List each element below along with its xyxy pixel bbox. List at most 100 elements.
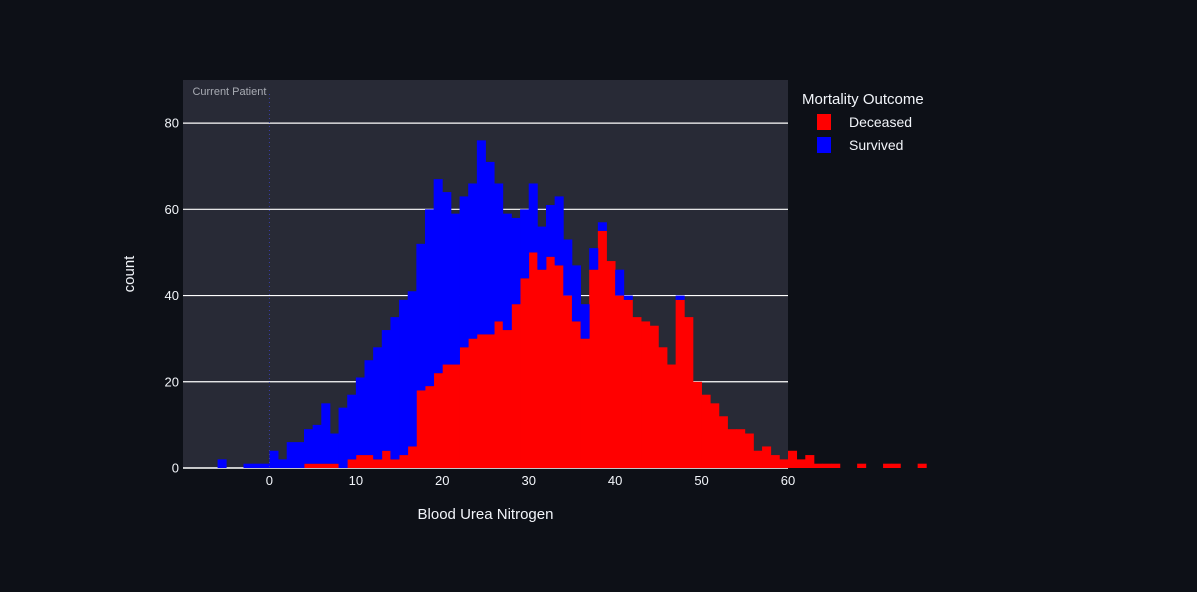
bar-survived-12[interactable] (373, 347, 383, 460)
bar-deceased-48[interactable] (684, 317, 694, 468)
bar-survived-11[interactable] (364, 360, 374, 456)
bar-deceased-46[interactable] (667, 364, 677, 468)
bar-deceased-18[interactable] (425, 386, 435, 468)
bar-deceased-47[interactable] (675, 299, 685, 468)
bar-survived-25[interactable] (485, 161, 495, 335)
bar-survived-8[interactable] (338, 407, 348, 468)
bar-survived-3[interactable] (295, 442, 305, 468)
bar-deceased-61[interactable] (796, 459, 806, 468)
bar-deceased-33[interactable] (554, 265, 564, 468)
bar-deceased-65[interactable] (831, 463, 841, 468)
bar-deceased-5[interactable] (312, 463, 322, 468)
bar-survived-2[interactable] (286, 442, 296, 468)
bar-survived-15[interactable] (399, 299, 409, 456)
bar-survived-31[interactable] (537, 226, 547, 270)
bar-deceased-57[interactable] (762, 446, 772, 468)
bar-survived-21[interactable] (450, 213, 460, 365)
bar-deceased-35[interactable] (571, 321, 581, 468)
bar-deceased-64[interactable] (822, 463, 832, 468)
bar-survived-26[interactable] (494, 183, 504, 322)
bar-deceased-7[interactable] (329, 463, 339, 468)
bar-deceased-32[interactable] (546, 256, 556, 468)
bar-deceased-28[interactable] (511, 304, 521, 468)
bar-survived-30[interactable] (528, 183, 538, 253)
bar-survived-32[interactable] (546, 205, 556, 257)
bar-survived-0[interactable] (269, 450, 279, 468)
bar-survived-13[interactable] (381, 330, 391, 451)
bar-deceased-40[interactable] (615, 295, 625, 468)
bar-survived-17[interactable] (416, 243, 426, 391)
legend[interactable]: Mortality Outcome Deceased Survived (802, 91, 924, 153)
bar-deceased-12[interactable] (373, 459, 383, 468)
bar-deceased-9[interactable] (347, 459, 357, 468)
bar-deceased-34[interactable] (563, 295, 573, 468)
bar-survived-5[interactable] (312, 424, 322, 464)
bar-survived--6[interactable] (217, 459, 227, 468)
bar-deceased-13[interactable] (381, 450, 391, 468)
bar-deceased-4[interactable] (304, 463, 314, 468)
bar-deceased-16[interactable] (407, 446, 417, 468)
bar-deceased-68[interactable] (857, 463, 867, 468)
bar-deceased-39[interactable] (606, 261, 616, 468)
bar-deceased-26[interactable] (494, 321, 504, 468)
bar-deceased-63[interactable] (813, 463, 823, 468)
bar-survived-29[interactable] (520, 209, 530, 279)
bar-survived-36[interactable] (580, 304, 590, 339)
bar-deceased-75[interactable] (917, 463, 927, 468)
legend-item-survived[interactable]: Survived (817, 137, 903, 153)
bar-deceased-59[interactable] (779, 459, 789, 468)
bar-deceased-19[interactable] (433, 373, 443, 468)
legend-items[interactable]: Deceased Survived (817, 114, 912, 153)
bar-deceased-30[interactable] (528, 252, 538, 468)
bar-deceased-10[interactable] (355, 455, 365, 468)
bar-survived-24[interactable] (476, 140, 486, 335)
bar-deceased-62[interactable] (805, 455, 815, 468)
bar-deceased-41[interactable] (623, 299, 633, 468)
bar-deceased-44[interactable] (649, 325, 659, 468)
bar-survived-33[interactable] (554, 196, 564, 266)
bar-deceased-58[interactable] (770, 455, 780, 468)
bar-survived--3[interactable] (243, 463, 253, 468)
bar-deceased-23[interactable] (468, 338, 478, 468)
bar-survived-16[interactable] (407, 291, 417, 447)
bar-survived-22[interactable] (459, 196, 469, 348)
bar-deceased-50[interactable] (701, 394, 711, 468)
bar-survived--1[interactable] (260, 463, 270, 468)
bar-survived-14[interactable] (390, 317, 400, 460)
bar-survived-9[interactable] (347, 394, 357, 460)
bar-survived-18[interactable] (425, 209, 435, 387)
bar-survived-1[interactable] (278, 459, 288, 468)
legend-item-deceased[interactable]: Deceased (817, 114, 912, 130)
bar-survived-10[interactable] (355, 377, 365, 456)
bar-deceased-53[interactable] (727, 429, 737, 468)
bar-survived-38[interactable] (597, 222, 607, 231)
bar-deceased-37[interactable] (589, 269, 599, 468)
bar-deceased-17[interactable] (416, 390, 426, 468)
bar-deceased-56[interactable] (753, 450, 763, 468)
bar-deceased-49[interactable] (692, 381, 702, 468)
bar-deceased-21[interactable] (450, 364, 460, 468)
bar-survived-41[interactable] (623, 295, 633, 300)
bar-survived-27[interactable] (502, 213, 512, 331)
bar-deceased-20[interactable] (442, 364, 452, 468)
bar-deceased-31[interactable] (537, 269, 547, 468)
bar-survived-40[interactable] (615, 269, 625, 296)
bar-deceased-27[interactable] (502, 330, 512, 468)
bar-survived-37[interactable] (589, 248, 599, 270)
bar-deceased-60[interactable] (788, 450, 798, 468)
bar-deceased-14[interactable] (390, 459, 400, 468)
bar-deceased-15[interactable] (399, 455, 409, 468)
bar-survived-28[interactable] (511, 217, 521, 305)
bar-deceased-25[interactable] (485, 334, 495, 468)
bar-deceased-38[interactable] (597, 230, 607, 468)
bar-survived-23[interactable] (468, 183, 478, 339)
bar-deceased-24[interactable] (476, 334, 486, 468)
bar-deceased-43[interactable] (641, 321, 651, 468)
bar-survived-20[interactable] (442, 192, 452, 365)
bar-survived-35[interactable] (571, 265, 581, 322)
bar-deceased-72[interactable] (891, 463, 901, 468)
bar-survived-7[interactable] (329, 433, 339, 464)
bar-deceased-22[interactable] (459, 347, 469, 468)
bar-survived-4[interactable] (304, 429, 314, 464)
bar-deceased-54[interactable] (736, 429, 746, 468)
